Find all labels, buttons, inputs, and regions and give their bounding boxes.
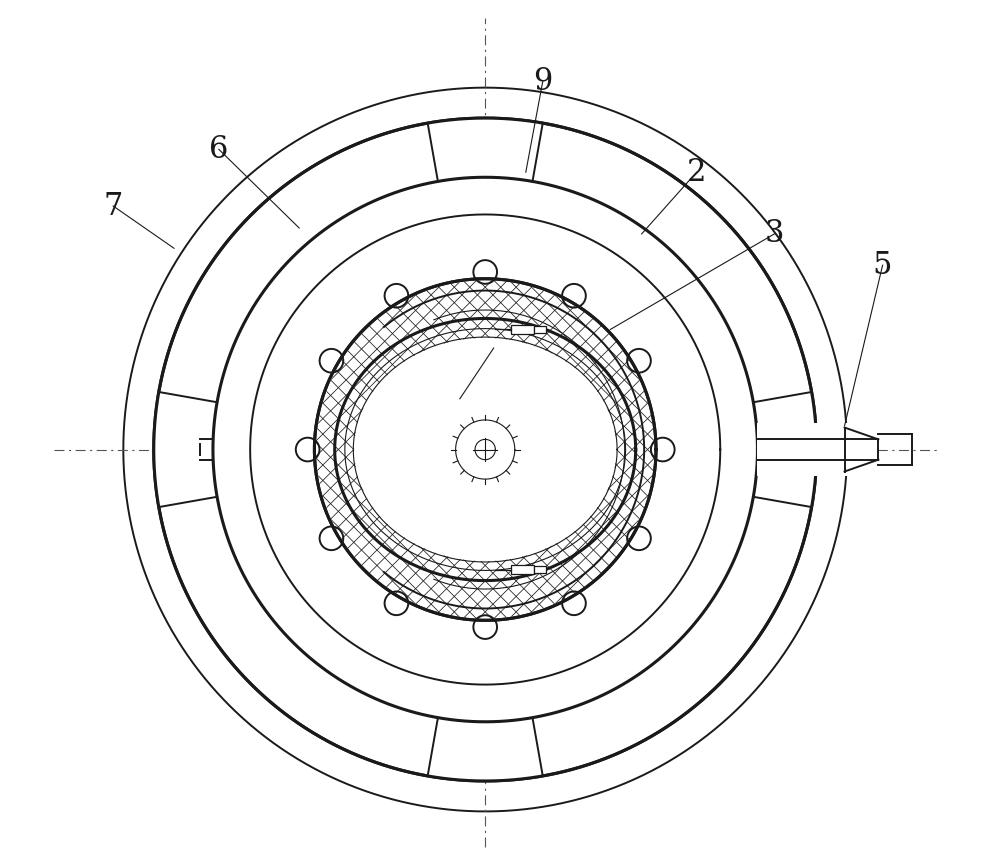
Text: 6: 6: [209, 133, 229, 164]
Polygon shape: [753, 392, 817, 507]
Bar: [511, 325, 534, 334]
Circle shape: [296, 437, 319, 461]
Circle shape: [385, 592, 408, 615]
Circle shape: [213, 177, 757, 722]
Text: 5: 5: [873, 250, 892, 281]
Circle shape: [627, 349, 651, 373]
Circle shape: [627, 526, 651, 550]
Circle shape: [385, 284, 408, 307]
Text: 7: 7: [103, 190, 123, 221]
Bar: [511, 566, 534, 573]
Circle shape: [562, 592, 586, 615]
Text: 2: 2: [687, 157, 706, 188]
Text: 3: 3: [765, 219, 784, 250]
Bar: [757, 424, 878, 476]
Ellipse shape: [354, 338, 616, 561]
Circle shape: [473, 616, 497, 639]
Circle shape: [562, 284, 586, 307]
Circle shape: [473, 260, 497, 284]
Bar: [534, 326, 546, 333]
Bar: [534, 567, 546, 573]
Polygon shape: [428, 118, 543, 182]
Text: 9: 9: [533, 66, 552, 97]
Polygon shape: [428, 718, 543, 781]
Circle shape: [320, 526, 343, 550]
Circle shape: [314, 279, 656, 620]
Circle shape: [320, 349, 343, 373]
Circle shape: [651, 437, 675, 461]
Polygon shape: [154, 392, 217, 507]
